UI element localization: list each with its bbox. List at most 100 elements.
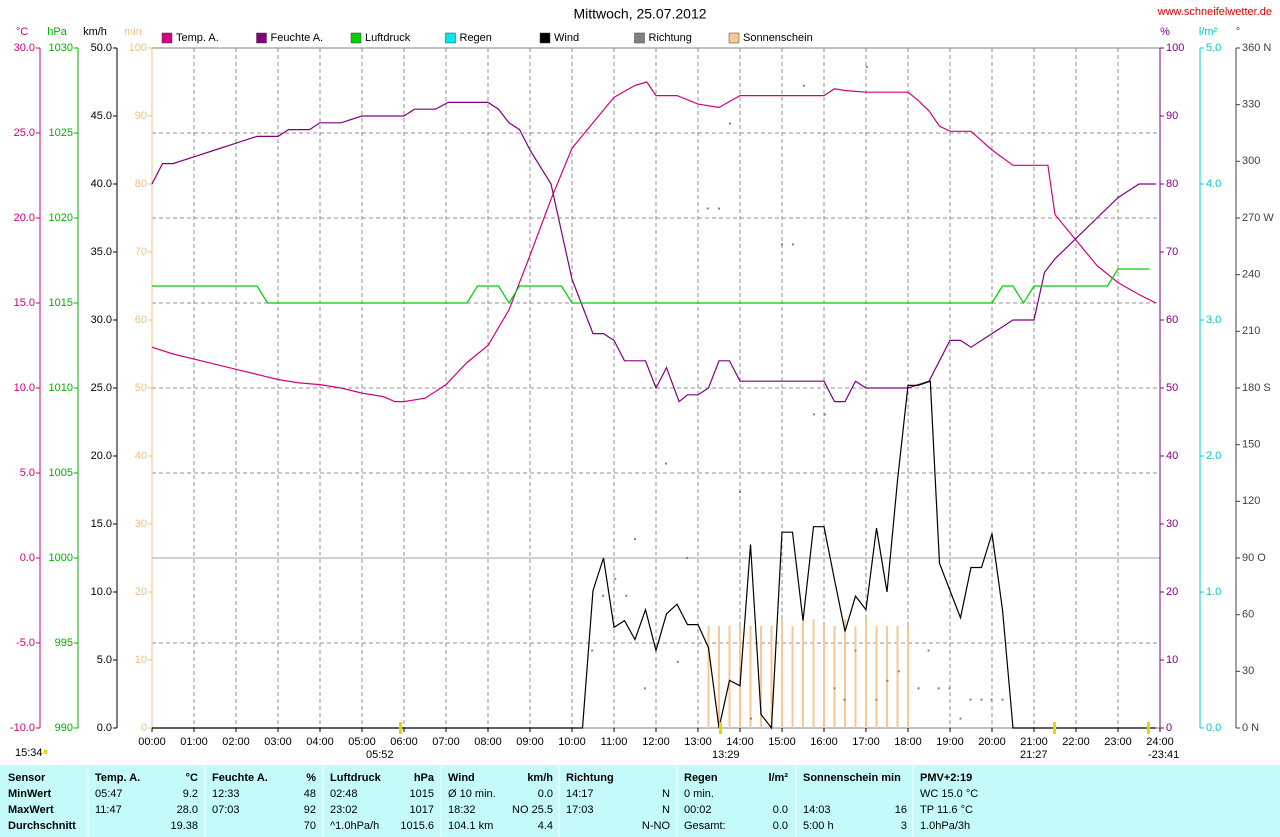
y-tick-label: 50.0 (91, 42, 112, 54)
y-tick-label: 360 N (1242, 42, 1271, 54)
bar (865, 619, 867, 728)
table-cell: Wind (448, 772, 475, 784)
axis-unit: % (1160, 26, 1170, 38)
table-cell: Feuchte A. (212, 772, 268, 784)
table-cell: 0.0 (538, 788, 553, 800)
table-cell: Ø 10 min. (448, 788, 496, 800)
bar (760, 626, 762, 728)
table-cell: 48 (304, 788, 316, 800)
x-tick-label: 12:00 (642, 736, 670, 748)
table-cell: 9.2 (183, 788, 198, 800)
table-cell: Durchschnitt (8, 820, 76, 832)
direction-dot (625, 594, 628, 597)
direction-dot (802, 84, 805, 87)
y-tick-label: 100 (1166, 42, 1184, 54)
table-cell: 05:47 (95, 788, 123, 800)
y-tick-label: 210 (1242, 325, 1260, 337)
table-cell: 11:47 (95, 804, 122, 816)
y-tick-label: 70 (135, 246, 147, 258)
table-cell: 70 (304, 820, 316, 832)
y-tick-label: 90 O (1242, 552, 1266, 564)
direction-dot (634, 538, 636, 541)
y-tick-label: 4.0 (1206, 178, 1221, 190)
table-cell: °C (186, 772, 198, 784)
direction-dot (718, 207, 720, 210)
x-tick-label: 19:00 (936, 736, 964, 748)
y-tick-label: 20 (1166, 586, 1178, 598)
y-tick-label: 240 (1242, 269, 1260, 281)
x-tick-label: 21:00 (1020, 736, 1048, 748)
table-cell: 02:48 (330, 788, 358, 800)
x-tick-label: 24:00 (1146, 736, 1174, 748)
y-tick-label: 60 (135, 314, 147, 326)
table-cell: Temp. A. (95, 772, 140, 784)
direction-dot (897, 670, 900, 673)
table-cell: 07:03 (212, 804, 240, 816)
y-tick-label: 60 (1242, 609, 1254, 621)
x-tick-label: 17:00 (852, 736, 880, 748)
legend-label: Richtung (649, 32, 692, 44)
table-cell: NO 25.5 (512, 804, 553, 816)
y-tick-label: 40.0 (91, 178, 112, 190)
table-cell: Regen (684, 772, 718, 784)
table-cell: km/h (527, 772, 553, 784)
y-tick-label: 180 S (1242, 382, 1271, 394)
table-cell: TP 11.6 °C (920, 804, 973, 816)
direction-dot (833, 687, 836, 690)
astro-marker (1053, 722, 1056, 734)
legend-swatch (728, 32, 740, 44)
x-tick-label: 09:00 (516, 736, 544, 748)
table-cell: Luftdruck (330, 772, 382, 784)
table-cell: 14:03 (803, 804, 831, 816)
table-cell: 0.0 (773, 804, 788, 816)
astro-time: 21:27 (1020, 749, 1048, 761)
table-cell: 0 min. (684, 788, 714, 800)
table-cell: hPa (414, 772, 435, 784)
table-cell: 1.0hPa/3h (920, 820, 970, 832)
direction-dot (865, 65, 868, 68)
table-cell: 19.38 (170, 820, 198, 832)
table-cell: 1015 (410, 788, 434, 800)
table-cell: PMV+2:19 (920, 772, 972, 784)
direction-dot (1001, 698, 1004, 701)
direction-dot (591, 649, 594, 652)
direction-dot (665, 462, 668, 465)
y-tick-label: 1000 (49, 552, 73, 564)
astro-time: 13:29 (712, 749, 740, 761)
table-cell: l/m² (768, 772, 788, 784)
y-tick-label: 0.0 (97, 722, 112, 734)
y-tick-label: 330 (1242, 99, 1260, 111)
x-tick-label: 01:00 (180, 736, 208, 748)
y-tick-label: 3.0 (1206, 314, 1221, 326)
y-tick-label: 1030 (49, 42, 73, 54)
y-tick-label: -5.0 (16, 637, 35, 649)
direction-dot (812, 413, 815, 416)
legend-label: Temp. A. (176, 32, 219, 44)
y-tick-label: 80 (1166, 178, 1178, 190)
table-cell: 1017 (410, 804, 434, 816)
x-tick-label: 06:00 (390, 736, 418, 748)
direction-dot (980, 698, 983, 701)
table-background (0, 765, 1280, 837)
table-cell: ^1.0hPa/h (330, 820, 379, 832)
x-tick-label: 02:00 (222, 736, 250, 748)
y-tick-label: 1.0 (1206, 586, 1221, 598)
y-tick-label: 40 (135, 450, 147, 462)
series-line (151, 81, 1157, 403)
bar (896, 626, 899, 728)
x-tick-label: 05:00 (348, 736, 376, 748)
y-tick-label: 5.0 (20, 467, 35, 479)
x-tick-label: 10:00 (558, 736, 586, 748)
table-cell: 0.0 (773, 820, 788, 832)
y-tick-label: 270 W (1242, 212, 1274, 224)
y-tick-label: 30.0 (14, 42, 35, 54)
y-tick-label: 100 (129, 42, 147, 54)
y-tick-label: 90 (135, 110, 147, 122)
y-tick-label: 90 (1166, 110, 1178, 122)
y-tick-label: 30 (135, 518, 147, 530)
legend-label: Regen (460, 32, 492, 44)
y-tick-label: -10.0 (10, 722, 35, 734)
axis-unit: °C (16, 26, 28, 38)
table-cell: N-NO (642, 820, 671, 832)
